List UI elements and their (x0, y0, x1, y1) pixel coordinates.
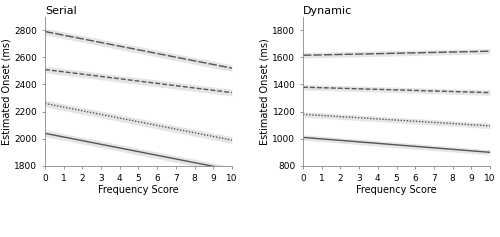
X-axis label: Frequency Score: Frequency Score (356, 185, 437, 195)
X-axis label: Frequency Score: Frequency Score (98, 185, 179, 195)
Y-axis label: Estimated Onset (ms): Estimated Onset (ms) (260, 38, 270, 145)
Y-axis label: Estimated Onset (ms): Estimated Onset (ms) (2, 38, 12, 145)
Text: Serial: Serial (45, 6, 77, 16)
Text: Dynamic: Dynamic (303, 6, 352, 16)
